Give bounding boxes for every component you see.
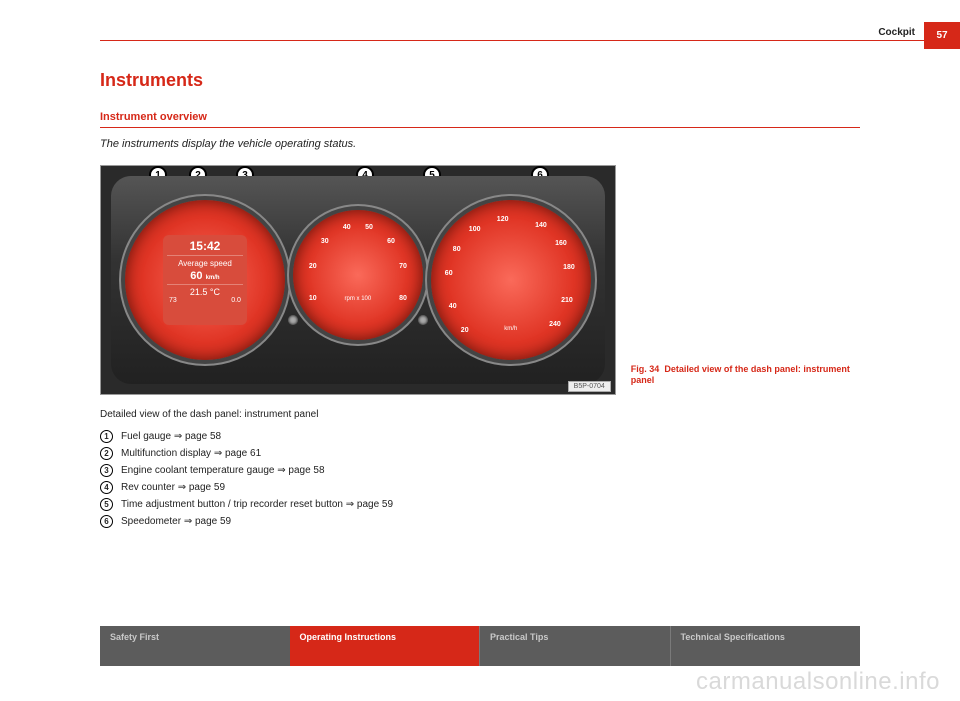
instrument-panel-figure: 1 2 3 4 5 6 1/2 130° 15:42 Average speed (100, 165, 616, 395)
footer-tab-operating: Operating Instructions (290, 626, 480, 666)
component-list: 1Fuel gauge ⇒ page 58 2Multifunction dis… (100, 430, 860, 528)
detail-text: Detailed view of the dash panel: instrum… (100, 409, 860, 420)
footer-tabs: Safety First Operating Instructions Prac… (100, 626, 860, 666)
time-adjust-knob (288, 315, 298, 325)
section-rule (100, 127, 860, 128)
caption-label: Fig. 34 (631, 364, 660, 374)
list-item: 5Time adjustment button / trip recorder … (100, 498, 860, 511)
section-label: Cockpit (878, 27, 915, 38)
list-num-icon: 4 (100, 481, 113, 494)
display-time: 15:42 (167, 239, 243, 256)
list-num-icon: 5 (100, 498, 113, 511)
watermark: carmanualsonline.info (696, 668, 940, 696)
list-num-icon: 6 (100, 515, 113, 528)
figure-caption: Fig. 34 Detailed view of the dash panel:… (631, 364, 860, 395)
list-num-icon: 3 (100, 464, 113, 477)
rev-ticks: 10 20 30 40 50 60 70 80 (301, 218, 415, 332)
list-num-icon: 1 (100, 430, 113, 443)
display-trip: 73 0.0 (167, 297, 243, 304)
rev-counter-gauge: 10 20 30 40 50 60 70 80 rpm x 100 (293, 210, 423, 340)
rev-unit: rpm x 100 (345, 296, 372, 302)
lead-text: The instruments display the vehicle oper… (100, 138, 860, 150)
footer-tab-practical: Practical Tips (479, 626, 670, 666)
dash-housing: 1/2 130° 15:42 Average speed 60 km/h 21.… (111, 176, 605, 384)
display-label: Average speed (167, 259, 243, 268)
list-item: 6Speedometer ⇒ page 59■ (100, 515, 860, 528)
figure-row: 1 2 3 4 5 6 1/2 130° 15:42 Average speed (100, 165, 860, 395)
figure-code: B5P-0704 (568, 381, 611, 392)
list-item: 3Engine coolant temperature gauge ⇒ page… (100, 464, 860, 477)
trip-reset-knob (418, 315, 428, 325)
fuel-temp-gauge: 1/2 130° 15:42 Average speed 60 km/h 21.… (125, 200, 285, 360)
list-num-icon: 2 (100, 447, 113, 460)
multifunction-display: 15:42 Average speed 60 km/h 21.5 °C 73 0… (163, 235, 247, 325)
list-item: 1Fuel gauge ⇒ page 58 (100, 430, 860, 443)
page-content: Instruments Instrument overview The inst… (0, 50, 960, 528)
display-value: 60 km/h (167, 270, 243, 282)
list-item: 4Rev counter ⇒ page 59 (100, 481, 860, 494)
display-temp: 21.5 °C (167, 284, 243, 297)
page-title: Instruments (100, 70, 860, 91)
section-subtitle: Instrument overview (100, 111, 860, 123)
header-rule (100, 40, 960, 41)
speedometer-gauge: 20 40 60 80 100 120 140 160 180 210 240 … (431, 200, 591, 360)
footer-tab-safety: Safety First (100, 626, 290, 666)
page-header: Cockpit 57 (0, 0, 960, 50)
list-item: 2Multifunction display ⇒ page 61 (100, 447, 860, 460)
speed-unit: km/h (504, 326, 517, 332)
caption-text: Detailed view of the dash panel: instrum… (631, 364, 850, 386)
footer-tab-technical: Technical Specifications (670, 626, 861, 666)
page-number-badge: 57 (924, 22, 960, 49)
